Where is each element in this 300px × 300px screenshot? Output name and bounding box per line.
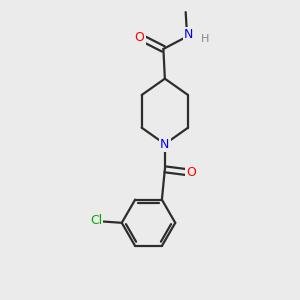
- Text: Cl: Cl: [90, 214, 102, 227]
- Text: O: O: [135, 31, 145, 44]
- Text: N: N: [160, 138, 170, 151]
- Text: H: H: [201, 34, 209, 44]
- Text: N: N: [184, 28, 193, 41]
- Text: O: O: [186, 167, 196, 179]
